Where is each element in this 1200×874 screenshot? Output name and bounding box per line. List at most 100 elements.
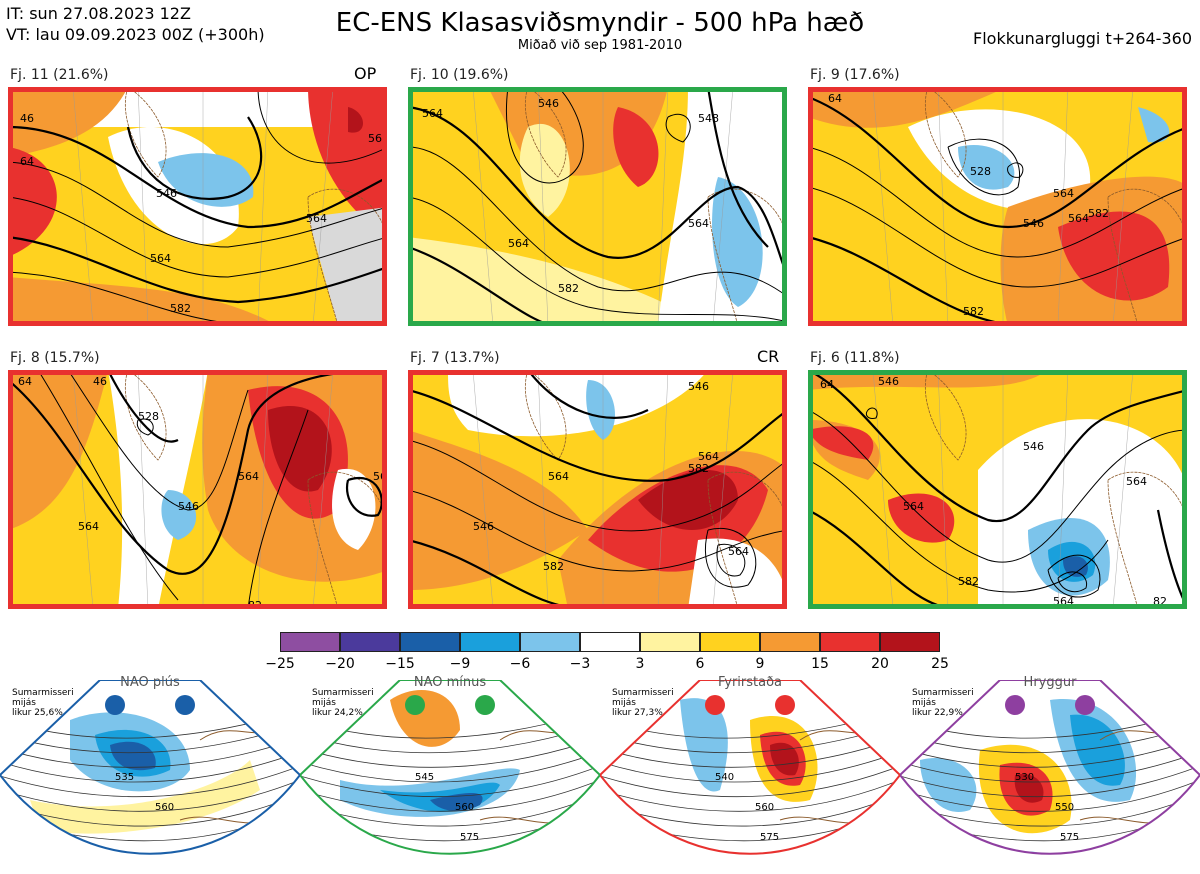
contour-label: 546 bbox=[538, 97, 559, 110]
anomaly-shading bbox=[978, 419, 1187, 609]
height-contour bbox=[947, 138, 1020, 196]
regime-anomaly bbox=[430, 793, 483, 812]
regime-outline bbox=[598, 679, 902, 855]
anomaly-shading bbox=[332, 468, 376, 550]
regime-contour bbox=[300, 751, 600, 783]
contour-label: 528 bbox=[138, 410, 159, 423]
regime-contour bbox=[900, 765, 1200, 798]
contour-label: 564 bbox=[1068, 212, 1089, 225]
panel-label: Fj. 10 (19.6%) bbox=[410, 67, 509, 83]
contour-label: 564 bbox=[688, 217, 709, 230]
colorbar-tick: −6 bbox=[509, 656, 531, 672]
regime-contour bbox=[600, 779, 900, 812]
contour-label: 564 bbox=[728, 545, 749, 558]
height-contour bbox=[706, 87, 769, 248]
contour-label: 582 bbox=[1088, 207, 1109, 220]
graticule bbox=[712, 370, 734, 609]
initial-time: IT: sun 27.08.2023 12Z bbox=[6, 4, 191, 23]
cluster-frame bbox=[408, 87, 787, 326]
panel-label: Fj. 11 (21.6%) bbox=[10, 67, 109, 83]
height-contour bbox=[527, 370, 649, 419]
contour-label: 546 bbox=[178, 500, 199, 513]
anomaly-shading bbox=[1058, 211, 1170, 301]
regime-note-line: likur 22,9% bbox=[912, 708, 963, 718]
anomaly-shading bbox=[1138, 107, 1170, 143]
anomaly-shading bbox=[613, 107, 659, 187]
regime-contour-label: 535 bbox=[115, 772, 134, 783]
contour-label: 64 bbox=[828, 92, 842, 105]
regime-contour bbox=[600, 737, 900, 768]
panel-label: Fj. 9 (17.6%) bbox=[810, 67, 900, 83]
cluster-frame bbox=[808, 370, 1187, 609]
anomaly-shading bbox=[161, 490, 197, 540]
regime-note: Sumarmisseri mijás likur 25,6% bbox=[12, 688, 74, 718]
height-contour bbox=[808, 95, 1187, 229]
colorbar-tick: 6 bbox=[695, 656, 705, 672]
regime-nao-minus: 545 560 575 NAO mínus Sumarmisseri mijás likur… bbox=[298, 675, 602, 870]
height-contour bbox=[665, 113, 691, 143]
contour-label: 546 bbox=[1023, 440, 1044, 453]
regime-note-line: likur 25,6% bbox=[12, 708, 63, 718]
contour-label: 46 bbox=[93, 375, 107, 388]
graticule bbox=[312, 87, 334, 326]
regime-contour-label: 560 bbox=[455, 802, 474, 813]
regime-contour bbox=[0, 751, 300, 783]
height-contour bbox=[107, 370, 179, 443]
contour-label: 564 bbox=[1126, 475, 1147, 488]
regime-anomaly bbox=[110, 741, 156, 771]
cluster-map-11: 46 64 546 564 564 582 56 bbox=[8, 87, 387, 326]
graticule bbox=[937, 87, 949, 326]
colorbar-tick: 25 bbox=[931, 656, 949, 672]
anomaly-shading bbox=[408, 430, 588, 590]
contour-label: 64 bbox=[18, 375, 32, 388]
regime-note-line: mijás bbox=[312, 698, 336, 708]
colorbar-swatch bbox=[640, 632, 700, 652]
colorbar-tick: 15 bbox=[811, 656, 829, 672]
cluster-frame bbox=[808, 87, 1187, 326]
contour-label: 564 bbox=[1053, 187, 1074, 200]
anomaly-shading bbox=[808, 87, 1008, 128]
regime-contour-label: 550 bbox=[1055, 802, 1074, 813]
contour-label: 546 bbox=[878, 375, 899, 388]
anomaly-shading bbox=[586, 380, 615, 440]
regime-contour bbox=[900, 737, 1200, 768]
regime-contour bbox=[0, 765, 300, 798]
contour-label: 546 bbox=[1023, 217, 1044, 230]
cluster-map-svg: 564 546 548 564 564 582 bbox=[408, 87, 787, 326]
colorbar-tick: −3 bbox=[569, 656, 591, 672]
regime-anomaly bbox=[1014, 774, 1044, 803]
page-title: EC-ENS Klasasviðsmyndir - 500 hPa hæð bbox=[335, 8, 865, 38]
regime-note-line: mijás bbox=[912, 698, 936, 708]
height-contour bbox=[808, 409, 1187, 563]
regime-anomaly bbox=[680, 698, 728, 792]
height-contour bbox=[408, 196, 787, 323]
height-contour bbox=[716, 543, 746, 577]
regime-contour-label: 540 bbox=[715, 772, 734, 783]
regime-contour bbox=[600, 765, 900, 798]
panel-label: Fj. 7 (13.7%) bbox=[410, 350, 500, 366]
cluster-frame bbox=[408, 370, 787, 609]
contour-label: 582 bbox=[543, 560, 564, 573]
regime-outline bbox=[0, 679, 302, 855]
height-contour bbox=[8, 125, 387, 229]
height-contour bbox=[8, 161, 387, 248]
regime-anomaly bbox=[770, 742, 799, 776]
colorbar-swatch bbox=[340, 632, 400, 652]
panel-tag: OP bbox=[354, 64, 377, 83]
anomaly-shading bbox=[308, 207, 387, 326]
graticule bbox=[137, 87, 149, 326]
height-contour bbox=[345, 477, 383, 517]
height-contour bbox=[808, 459, 1109, 593]
regime-note-line: likur 24,2% bbox=[312, 708, 363, 718]
height-contour bbox=[704, 527, 757, 588]
graticule bbox=[137, 370, 149, 609]
anomaly-shading bbox=[958, 145, 1015, 190]
regime-anomaly bbox=[30, 760, 260, 834]
regime-map-svg: 545 560 575 bbox=[298, 679, 602, 855]
page-subtitle: Miðað við sep 1981-2010 bbox=[517, 38, 683, 53]
regime-contour-label: 575 bbox=[460, 832, 479, 843]
contour-label: 582 bbox=[688, 462, 709, 475]
regime-contour-label: 560 bbox=[755, 802, 774, 813]
